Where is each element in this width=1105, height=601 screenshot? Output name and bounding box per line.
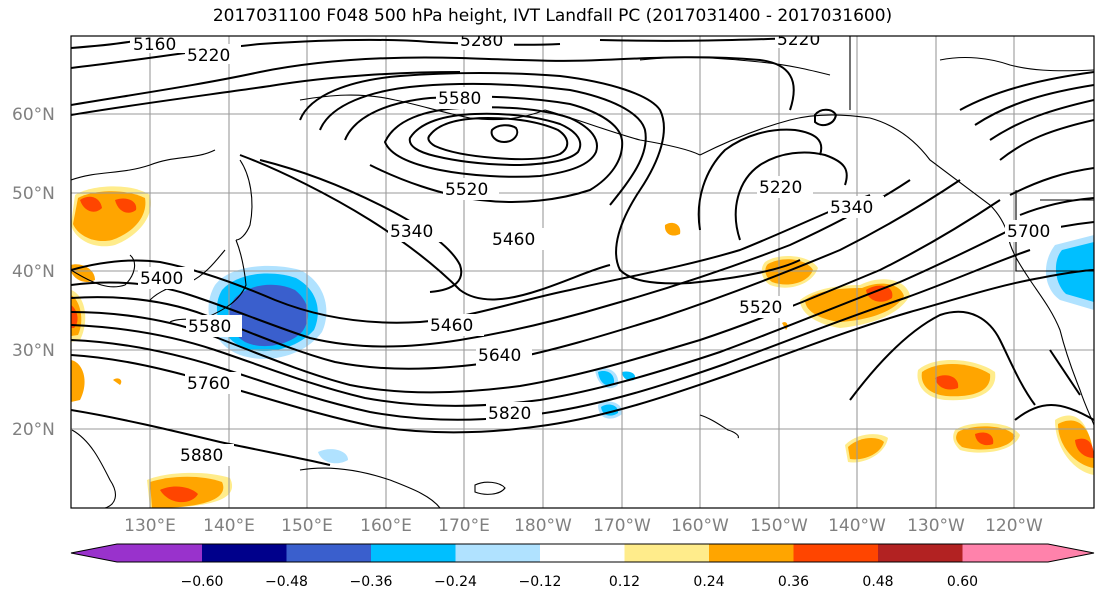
height-contours	[71, 37, 1094, 466]
colorbar-tick-label: 0.60	[947, 574, 978, 590]
lat-label: 30°N	[12, 341, 55, 361]
colorbar-tick-label: 0.24	[693, 574, 724, 590]
lon-label: 130°E	[124, 516, 176, 536]
contour-label: 5460	[492, 230, 535, 250]
contour-label: 5280	[460, 31, 503, 51]
contour-label: 5580	[188, 317, 231, 337]
contour-label: 5520	[739, 298, 782, 318]
lat-label: 20°N	[12, 420, 55, 440]
contour-label: 5520	[445, 180, 488, 200]
lat-label: 50°N	[12, 184, 55, 204]
contour-label: 5760	[187, 374, 230, 394]
contour-label: 5580	[438, 89, 481, 109]
colorbar-segment	[117, 544, 202, 562]
contour-label: 5220	[777, 30, 820, 50]
colorbar-segment	[371, 544, 456, 562]
lat-labels: 20°N 30°N 40°N 50°N 60°N	[12, 105, 55, 440]
lon-labels: 130°E 140°E 150°E 160°E 170°E 180°W 170°…	[124, 516, 1043, 536]
lon-label: 150°W	[750, 516, 808, 536]
colorbar-segment	[793, 544, 878, 562]
colorbar-segment	[709, 544, 794, 562]
colorbar-segment	[202, 544, 287, 562]
lat-label: 40°N	[12, 262, 55, 282]
colorbar-segment	[286, 544, 371, 562]
lon-label: 170°E	[438, 516, 490, 536]
lon-label: 180°W	[514, 516, 572, 536]
contour-label: 5460	[430, 316, 473, 336]
colorbar-segment	[540, 544, 625, 562]
contour-label: 5220	[759, 178, 802, 198]
contour-label: 5820	[488, 404, 531, 424]
colorbar-segment	[878, 544, 963, 562]
lon-label: 140°E	[203, 516, 255, 536]
colorbar-tick-label: −0.12	[519, 574, 562, 590]
lon-label: 160°W	[671, 516, 729, 536]
colorbar-segment	[624, 544, 709, 562]
colorbar: −0.60 −0.48 −0.36 −0.24 −0.12 0.12 0.24 …	[70, 543, 1095, 590]
colorbar-segment	[455, 544, 540, 562]
ivt-shading	[71, 186, 1094, 508]
colorbar-extend-low	[71, 544, 117, 562]
colorbar-tick-label: 0.36	[778, 574, 809, 590]
colorbar-tick-label: −0.60	[181, 574, 224, 590]
contour-label: 5340	[830, 198, 873, 218]
colorbar-tick-label: 0.48	[862, 574, 893, 590]
contour-label: 5160	[133, 35, 176, 55]
lon-label: 130°W	[907, 516, 965, 536]
colorbar-tick-label: −0.24	[434, 574, 477, 590]
lat-label: 60°N	[12, 105, 55, 125]
colorbar-tick-label: −0.48	[265, 574, 308, 590]
lon-label: 120°W	[985, 516, 1043, 536]
contour-label: 5400	[140, 269, 183, 289]
contour-label: 5700	[1007, 222, 1050, 242]
contour-label: 5880	[180, 446, 223, 466]
colorbar-tick-label: −0.36	[350, 574, 393, 590]
lon-label: 170°W	[593, 516, 651, 536]
colorbar-tick-label: 0.12	[609, 574, 640, 590]
contour-labels: 5160 5220 5280 5220 5580 5520 5460 5340 …	[130, 30, 1061, 466]
contour-label: 5640	[478, 346, 521, 366]
colorbar-extend-high	[1048, 544, 1094, 562]
map-border	[70, 35, 1095, 509]
map-title: 2017031100 F048 500 hPa height, IVT Land…	[212, 6, 893, 26]
contour-label: 5220	[187, 46, 230, 66]
lon-label: 150°E	[281, 516, 333, 536]
lon-label: 160°E	[360, 516, 412, 536]
lon-label: 140°W	[828, 516, 886, 536]
colorbar-segment	[962, 544, 1048, 562]
contour-label: 5340	[390, 222, 433, 242]
